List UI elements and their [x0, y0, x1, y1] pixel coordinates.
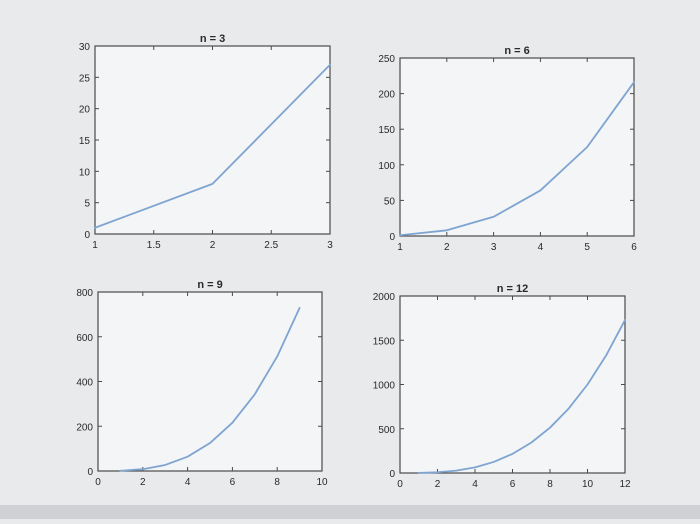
series-line — [119, 306, 301, 472]
plot-area — [97, 291, 323, 472]
series-line — [399, 81, 635, 237]
y-tick-label: 0 — [84, 230, 90, 241]
x-tick-label: 12 — [619, 479, 631, 490]
y-tick-label: 2000 — [373, 292, 396, 303]
subplot-title: n = 12 — [497, 283, 529, 295]
x-tick-label: 3 — [327, 240, 333, 251]
y-tick-label: 100 — [378, 161, 395, 172]
x-tick-label: 1.5 — [147, 240, 161, 251]
x-tick-label: 3 — [491, 242, 497, 253]
x-tick-label: 10 — [316, 477, 328, 488]
subplot-4: 0 2 4 6 8 10 12 0 500 1000 1500 2000 n = 12 — [373, 283, 631, 490]
y-tick-label: 20 — [79, 105, 91, 116]
y-tick-label: 30 — [79, 42, 91, 53]
plot-area — [94, 45, 331, 235]
subplot-2: 1 2 3 4 5 6 0 50 100 150 200 250 n = 6 — [378, 45, 637, 253]
series-line — [94, 63, 331, 229]
y-tick-label: 800 — [76, 288, 93, 299]
y-tick-label: 250 — [378, 54, 395, 65]
subplot-title: n = 3 — [200, 33, 225, 45]
y-tick-label: 0 — [389, 469, 395, 480]
y-tick-label: 5 — [84, 199, 90, 210]
y-tick-label: 25 — [79, 73, 91, 84]
x-tick-label: 0 — [397, 479, 403, 490]
x-tick-label: 5 — [584, 242, 590, 253]
x-tick-label: 2 — [435, 479, 441, 490]
y-tick-label: 1000 — [373, 381, 396, 392]
x-tick-label: 4 — [185, 477, 191, 488]
plot-area — [399, 57, 635, 237]
y-tick-label: 150 — [378, 125, 395, 136]
screen-bezel — [0, 505, 700, 519]
x-tick-label: 10 — [582, 479, 594, 490]
y-tick-label: 15 — [79, 136, 91, 147]
y-tick-label: 200 — [76, 422, 93, 433]
x-tick-label: 4 — [538, 242, 544, 253]
subplot-3: 0 2 4 6 8 10 0 200 400 600 800 n = 9 — [76, 279, 328, 488]
y-tick-label: 1500 — [373, 336, 396, 347]
x-tick-label: 2 — [210, 240, 216, 251]
x-tick-label: 6 — [631, 242, 637, 253]
subplot-title: n = 9 — [197, 279, 222, 291]
x-tick-label: 2 — [140, 477, 146, 488]
y-tick-label: 0 — [87, 467, 93, 478]
x-tick-label: 8 — [547, 479, 553, 490]
x-tick-label: 4 — [472, 479, 478, 490]
y-tick-label: 500 — [378, 425, 395, 436]
y-tick-label: 200 — [378, 90, 395, 101]
y-tick-label: 400 — [76, 378, 93, 389]
y-tick-label: 0 — [389, 232, 395, 243]
subplot-title: n = 6 — [504, 45, 529, 57]
plot-area — [399, 295, 626, 474]
x-tick-label: 6 — [230, 477, 236, 488]
x-tick-label: 1 — [92, 240, 98, 251]
y-tick-label: 50 — [384, 196, 396, 207]
y-tick-label: 10 — [79, 167, 91, 178]
series-line — [417, 319, 626, 474]
x-tick-label: 1 — [397, 242, 403, 253]
x-tick-label: 2.5 — [264, 240, 278, 251]
x-tick-label: 0 — [95, 477, 101, 488]
x-tick-label: 2 — [444, 242, 450, 253]
x-tick-label: 6 — [510, 479, 516, 490]
x-tick-label: 8 — [274, 477, 280, 488]
y-tick-label: 600 — [76, 333, 93, 344]
